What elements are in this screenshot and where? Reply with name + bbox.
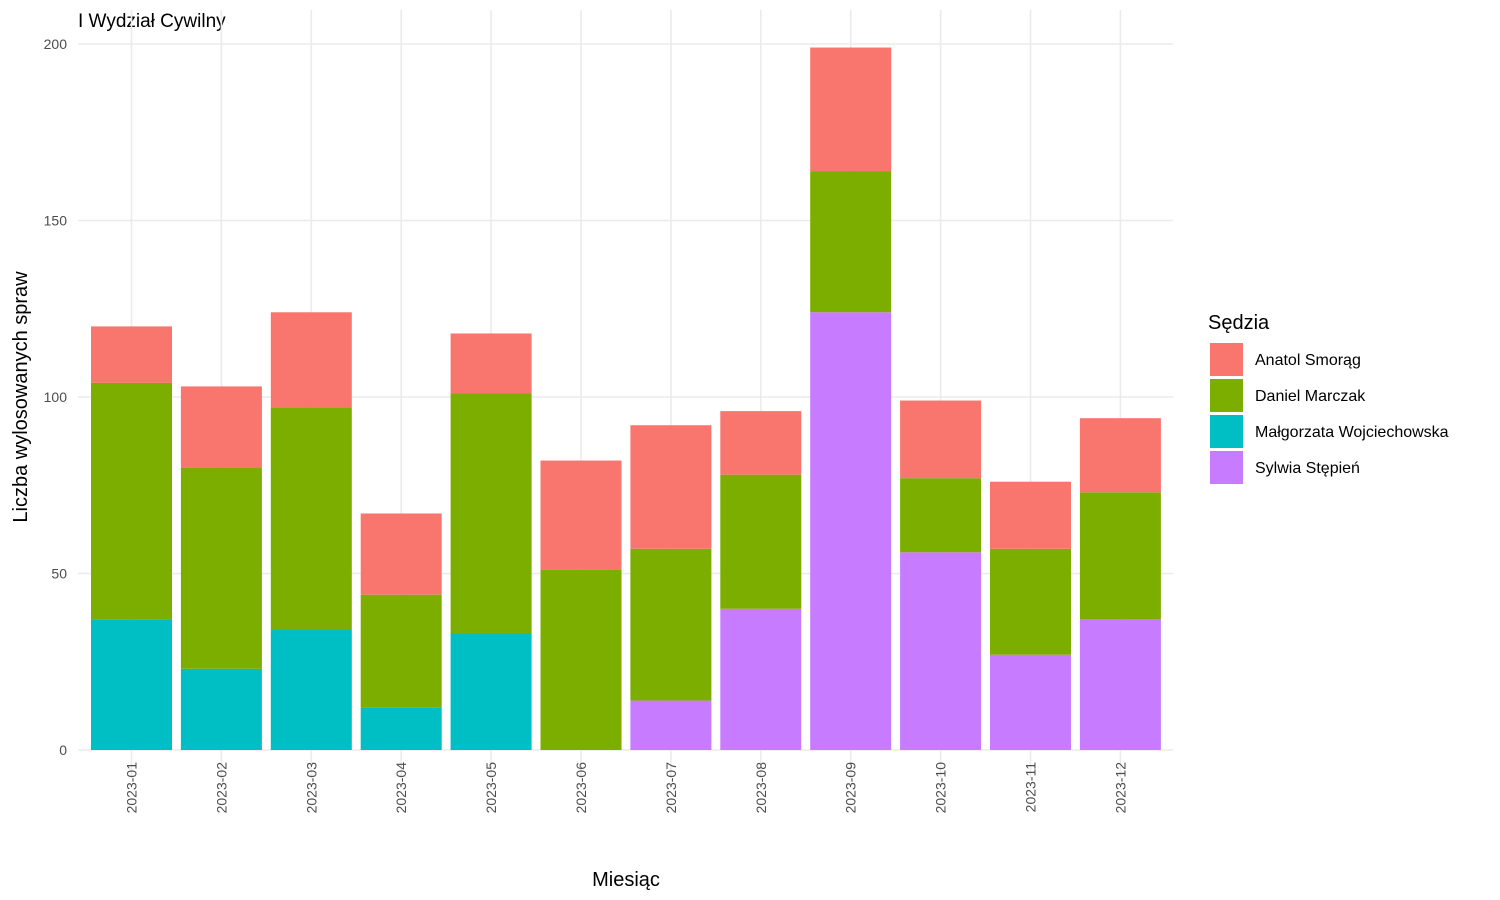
x-tick-label: 2023-02: [213, 762, 229, 814]
x-axis-title: Miesiąc: [592, 869, 660, 891]
bar-segment: [630, 700, 712, 750]
bar-segment: [990, 548, 1071, 655]
legend-title: Sędzia: [1208, 312, 1270, 334]
bar-segment: [810, 312, 892, 750]
bar-segment: [180, 386, 262, 468]
bar-segment: [1079, 418, 1161, 493]
legend-key: [1210, 451, 1243, 484]
bar-segment: [360, 594, 442, 708]
bar-segment: [630, 548, 712, 701]
bar-segment: [1079, 492, 1161, 620]
bar-segment: [91, 382, 172, 620]
legend-label: Daniel Marczak: [1255, 388, 1366, 405]
y-axis-ticks: 0 50 100 150 200: [44, 36, 68, 758]
x-tick-label: 2023-07: [663, 762, 679, 814]
bar-segment: [1079, 619, 1161, 750]
legend-label: Sylwia Stępień: [1255, 460, 1360, 477]
x-tick-label: 2023-03: [303, 762, 319, 814]
bar-segment: [180, 467, 262, 669]
bar-segment: [810, 171, 892, 313]
bar-segment: [990, 481, 1071, 549]
bar-segment: [450, 393, 532, 634]
x-tick-label: 2023-11: [1023, 762, 1039, 813]
x-tick-label: 2023-12: [1112, 762, 1128, 814]
y-tick-label: 0: [59, 742, 67, 758]
bar-segment: [540, 460, 622, 570]
y-tick-label: 200: [44, 36, 68, 52]
legend-key: [1210, 379, 1243, 412]
bar-segment: [270, 312, 352, 408]
x-tick-label: 2023-10: [933, 762, 949, 814]
y-tick-label: 50: [51, 566, 67, 582]
bar-segment: [720, 474, 802, 609]
x-axis-ticks: 2023-01 2023-02 2023-03 2023-04 2023-05 2023-…: [124, 762, 1129, 814]
bar-segment: [810, 47, 892, 172]
bar-segment: [360, 707, 442, 750]
legend-label: Anatol Smorąg: [1255, 352, 1361, 369]
x-tick-label: 2023-04: [393, 762, 409, 814]
bars: [91, 47, 1161, 750]
bar-segment: [900, 400, 982, 479]
bar-segment: [360, 513, 442, 595]
plot-title: I Wydział Cywilny: [78, 11, 226, 32]
bar-segment: [900, 478, 982, 553]
bar-segment: [720, 411, 802, 475]
bar-segment: [540, 569, 622, 750]
legend-label: Małgorzata Wojciechowska: [1255, 424, 1449, 441]
x-tick-label: 2023-05: [483, 762, 499, 814]
bar-segment: [450, 333, 532, 394]
bar-segment: [180, 668, 262, 750]
bar-segment: [91, 326, 172, 383]
y-tick-label: 150: [44, 213, 68, 229]
bar-segment: [91, 619, 172, 750]
x-tick-label: 2023-08: [753, 762, 769, 814]
x-tick-label: 2023-06: [573, 762, 589, 814]
x-tick-label: 2023-01: [124, 762, 140, 814]
legend-key: [1210, 343, 1243, 376]
y-tick-label: 100: [44, 389, 68, 405]
bar-segment: [990, 654, 1071, 750]
bar-segment: [630, 425, 712, 549]
legend: Sędzia Anatol Smorąg Daniel Marczak Małgor…: [1208, 312, 1449, 484]
bar-segment: [900, 552, 982, 750]
y-axis-title: Liczba wylosowanych spraw: [10, 271, 32, 523]
bar-segment: [450, 633, 532, 750]
bar-segment: [270, 629, 352, 750]
legend-key: [1210, 415, 1243, 448]
bar-segment: [270, 407, 352, 630]
bar-segment: [720, 608, 802, 750]
x-tick-label: 2023-09: [843, 762, 859, 814]
